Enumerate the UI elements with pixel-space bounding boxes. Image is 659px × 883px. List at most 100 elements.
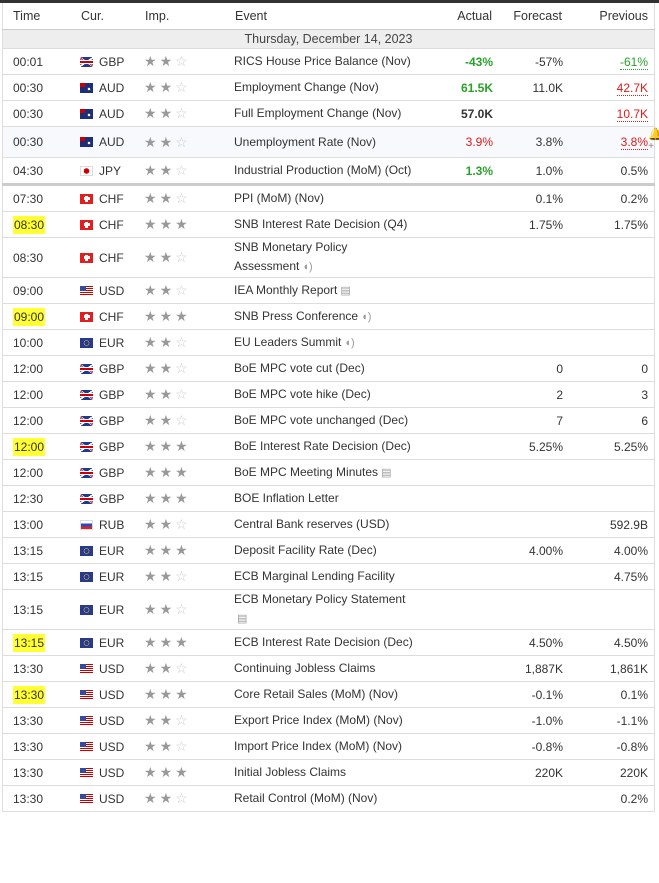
event-name[interactable]: BoE MPC vote cut (Dec)	[234, 355, 427, 382]
currency: GBP	[80, 433, 144, 460]
actual-value	[427, 759, 493, 786]
actual-value	[427, 211, 493, 238]
importance-stars: ★ ★ ☆	[144, 184, 234, 212]
event-row[interactable]: 13:30 USD ★ ★ ☆ Export Price Index (MoM) (…	[2, 707, 655, 734]
event-name[interactable]: Deposit Facility Rate (Dec)	[234, 537, 427, 564]
flag-gbp-icon	[80, 389, 93, 400]
event-row[interactable]: 13:30 USD ★ ★ ★ Initial Jobless Claims 220…	[2, 759, 655, 786]
event-row[interactable]: 10:00 EUR ★ ★ ☆ EU Leaders Summit ◖)	[2, 329, 655, 356]
star-filled-icon: ★	[159, 601, 173, 617]
event-row[interactable]: 00:30 AUD ★ ★ ☆ Employment Change (Nov) 61…	[2, 74, 655, 101]
currency: AUD	[80, 100, 144, 127]
star-filled-icon: ★	[144, 438, 157, 454]
event-name[interactable]: ECB Monetary Policy Statement ▤	[234, 589, 427, 630]
event-name[interactable]: Central Bank reserves (USD)	[234, 511, 427, 538]
event-row[interactable]: 13:00 RUB ★ ★ ☆ Central Bank reserves (USD…	[2, 511, 655, 538]
event-name[interactable]: Initial Jobless Claims	[234, 759, 427, 786]
event-time: 13:30	[2, 655, 80, 682]
importance-stars: ★ ★ ☆	[144, 589, 234, 630]
alert-cell	[648, 733, 655, 760]
importance-stars: ★ ★ ☆	[144, 237, 234, 278]
event-row[interactable]: 12:00 GBP ★ ★ ☆ BoE MPC vote hike (Dec) 2 …	[2, 381, 655, 408]
event-name[interactable]: Continuing Jobless Claims	[234, 655, 427, 682]
alert-cell	[648, 211, 655, 238]
event-row[interactable]: 13:30 USD ★ ★ ☆ Retail Control (MoM) (Nov)…	[2, 785, 655, 812]
event-row[interactable]: 13:15 EUR ★ ★ ☆ ECB Marginal Lending Facil…	[2, 563, 655, 590]
event-row[interactable]: 13:30 USD ★ ★ ☆ Continuing Jobless Claims …	[2, 655, 655, 682]
event-time: 07:30	[2, 184, 80, 212]
event-name[interactable]: BoE MPC vote unchanged (Dec)	[234, 407, 427, 434]
flag-eur-icon	[80, 545, 93, 556]
event-name[interactable]: SNB Monetary Policy Assessment ◖)	[234, 237, 427, 278]
event-name[interactable]: PPI (MoM) (Nov)	[234, 184, 427, 212]
event-name[interactable]: BOE Inflation Letter	[234, 485, 427, 512]
event-name[interactable]: Core Retail Sales (MoM) (Nov)	[234, 681, 427, 708]
event-row[interactable]: 07:30 CHF ★ ★ ☆ PPI (MoM) (Nov) 0.1% 0.2%	[2, 184, 655, 212]
event-name[interactable]: BoE Interest Rate Decision (Dec)	[234, 433, 427, 460]
event-row[interactable]: 12:30 GBP ★ ★ ★ BOE Inflation Letter	[2, 485, 655, 512]
speaker-icon[interactable]: ◖)	[344, 336, 355, 349]
star-empty-icon: ☆	[175, 601, 188, 617]
header-forecast[interactable]: Forecast	[493, 3, 563, 30]
star-filled-icon: ★	[159, 53, 173, 69]
star-empty-icon: ☆	[175, 282, 188, 298]
event-row[interactable]: 00:01 GBP ★ ★ ☆ RICS House Price Balance (…	[2, 48, 655, 75]
event-row[interactable]: 13:30 USD ★ ★ ★ Core Retail Sales (MoM) (N…	[2, 681, 655, 708]
header-actual[interactable]: Actual	[427, 3, 493, 30]
event-name[interactable]: Export Price Index (MoM) (Nov)	[234, 707, 427, 734]
event-name[interactable]: ECB Interest Rate Decision (Dec)	[234, 629, 427, 656]
event-name[interactable]: Employment Change (Nov)	[234, 74, 427, 101]
event-name[interactable]: EU Leaders Summit ◖)	[234, 329, 427, 356]
header-previous[interactable]: Previous	[563, 3, 648, 30]
event-row[interactable]: 12:00 GBP ★ ★ ☆ BoE MPC vote unchanged (De…	[2, 407, 655, 434]
speaker-icon[interactable]: ◖)	[302, 261, 313, 273]
alert-bell-icon[interactable]: 🔔+	[648, 126, 659, 158]
star-filled-icon: ★	[144, 516, 157, 532]
report-icon[interactable]: ▤	[237, 613, 248, 625]
event-row[interactable]: 13:15 EUR ★ ★ ★ ECB Interest Rate Decision…	[2, 629, 655, 656]
event-row[interactable]: 09:00 CHF ★ ★ ★ SNB Press Conference ◖)	[2, 303, 655, 330]
event-row[interactable]: 00:30 AUD ★ ★ ☆ Unemployment Rate (Nov) 3.…	[2, 126, 659, 158]
event-row[interactable]: 00:30 AUD ★ ★ ☆ Full Employment Change (No…	[2, 100, 655, 127]
currency: USD	[80, 785, 144, 812]
currency: EUR	[80, 537, 144, 564]
previous-value: 0	[563, 355, 648, 382]
header-importance[interactable]: Imp.	[144, 3, 234, 30]
event-row[interactable]: 12:00 GBP ★ ★ ★ BoE MPC Meeting Minutes ▤	[2, 459, 655, 486]
event-name[interactable]: Import Price Index (MoM) (Nov)	[234, 733, 427, 760]
forecast-value: -0.1%	[493, 681, 563, 708]
importance-stars: ★ ★ ★	[144, 433, 234, 460]
event-name[interactable]: IEA Monthly Report ▤	[234, 277, 427, 304]
speaker-icon[interactable]: ◖)	[361, 310, 372, 323]
event-name[interactable]: BoE MPC vote hike (Dec)	[234, 381, 427, 408]
event-name[interactable]: Full Employment Change (Nov)	[234, 100, 427, 127]
event-row[interactable]: 12:00 GBP ★ ★ ☆ BoE MPC vote cut (Dec) 0 0	[2, 355, 655, 382]
event-name[interactable]: BoE MPC Meeting Minutes ▤	[234, 459, 427, 486]
event-name[interactable]: Industrial Production (MoM) (Oct)	[234, 157, 427, 186]
event-row[interactable]: 13:15 EUR ★ ★ ☆ ECB Monetary Policy Statem…	[2, 589, 655, 630]
actual-value	[427, 563, 493, 590]
report-icon[interactable]: ▤	[340, 284, 351, 297]
report-icon[interactable]: ▤	[381, 466, 392, 479]
actual-value	[427, 707, 493, 734]
event-row[interactable]: 12:00 GBP ★ ★ ★ BoE Interest Rate Decision…	[2, 433, 655, 460]
event-name[interactable]: SNB Press Conference ◖)	[234, 303, 427, 330]
previous-value: 1,861K	[563, 655, 648, 682]
event-time: 08:30	[2, 237, 80, 278]
event-name[interactable]: Unemployment Rate (Nov)	[234, 126, 427, 158]
event-name[interactable]: ECB Marginal Lending Facility	[234, 563, 427, 590]
header-event[interactable]: Event	[234, 3, 427, 30]
star-filled-icon: ★	[144, 790, 157, 806]
event-name[interactable]: RICS House Price Balance (Nov)	[234, 48, 427, 75]
event-row[interactable]: 13:15 EUR ★ ★ ★ Deposit Facility Rate (Dec…	[2, 537, 655, 564]
event-row[interactable]: 04:30 JPY ★ ★ ☆ Industrial Production (MoM…	[2, 157, 655, 186]
event-row[interactable]: 09:00 USD ★ ★ ☆ IEA Monthly Report ▤	[2, 277, 655, 304]
header-currency[interactable]: Cur.	[80, 3, 144, 30]
event-row[interactable]: 08:30 CHF ★ ★ ☆ SNB Monetary Policy Assess…	[2, 237, 655, 278]
event-row[interactable]: 13:30 USD ★ ★ ☆ Import Price Index (MoM) (…	[2, 733, 655, 760]
event-row[interactable]: 08:30 CHF ★ ★ ★ SNB Interest Rate Decision…	[2, 211, 655, 238]
event-name[interactable]: Retail Control (MoM) (Nov)	[234, 785, 427, 812]
event-name[interactable]: SNB Interest Rate Decision (Q4)	[234, 211, 427, 238]
header-time[interactable]: Time	[2, 3, 80, 30]
actual-value: 1.3%	[427, 157, 493, 186]
